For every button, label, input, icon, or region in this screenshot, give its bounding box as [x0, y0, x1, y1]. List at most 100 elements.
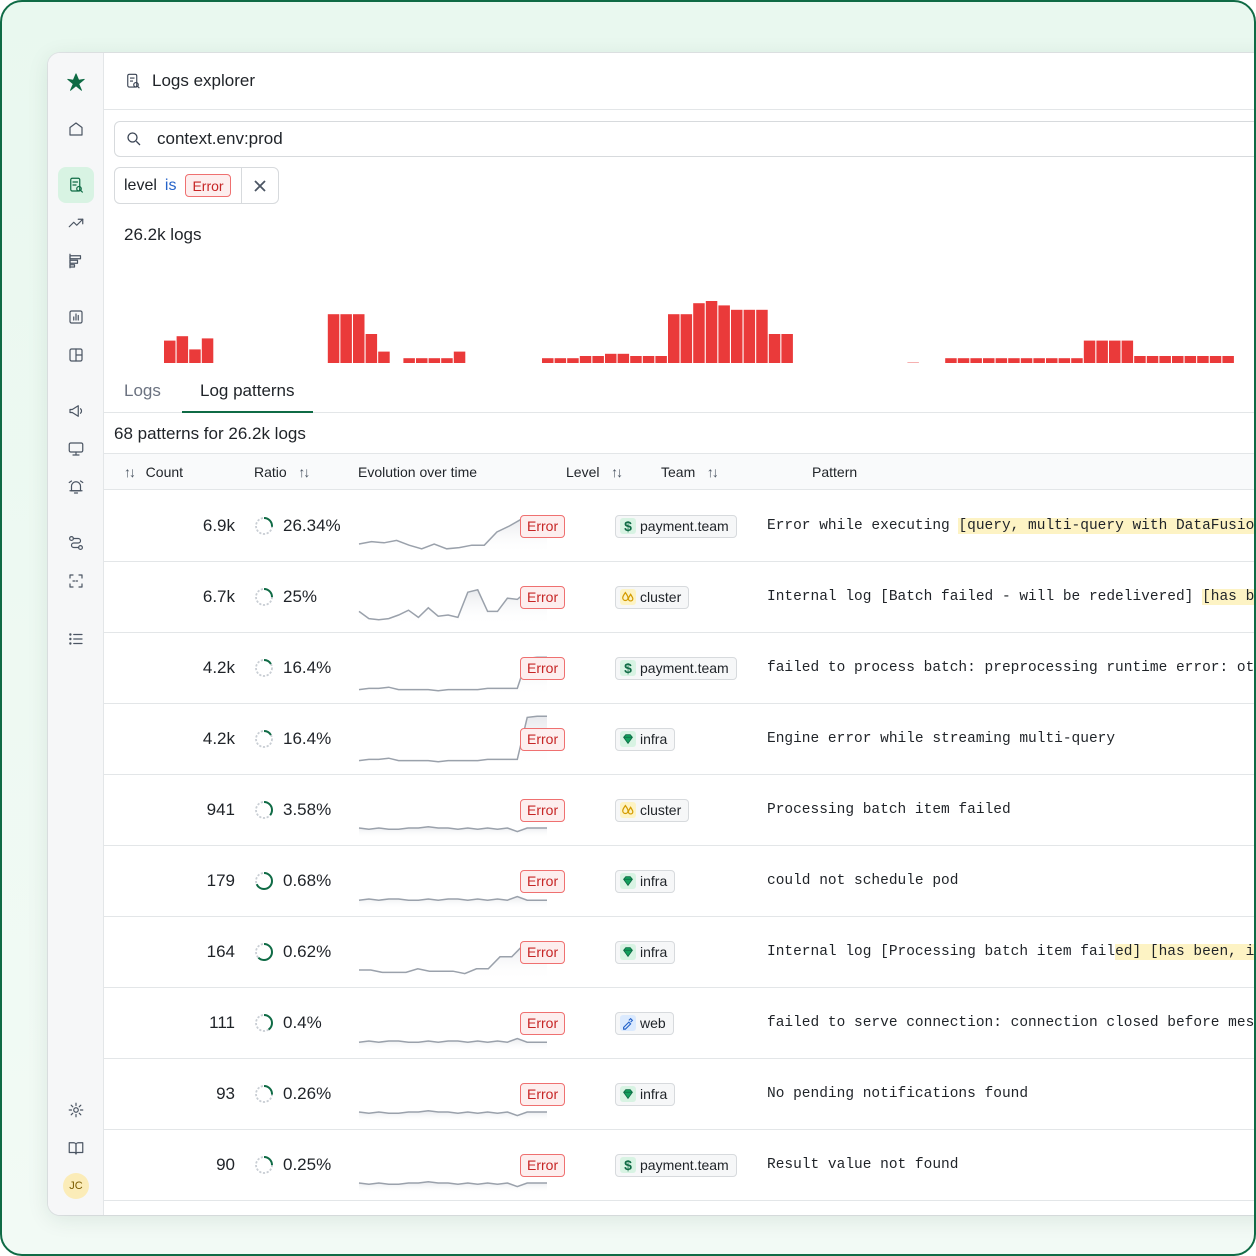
table-row[interactable]: 4.2k 16.4% Error $ payment.team failed to pro… [104, 633, 1254, 704]
histogram-bar[interactable] [705, 301, 718, 363]
histogram-bar[interactable] [1209, 356, 1222, 363]
status-badge: Error [520, 656, 566, 680]
histogram-bar[interactable] [378, 351, 390, 363]
histogram-bar[interactable] [983, 358, 995, 363]
histogram-bar[interactable] [1222, 356, 1234, 363]
table-row[interactable]: 6.7k 25% Error cluster Internal log [Batch f… [104, 562, 1254, 633]
histogram-bar[interactable] [1121, 340, 1134, 363]
logo-icon[interactable] [58, 65, 94, 101]
dashboard-icon[interactable] [58, 337, 94, 373]
team-name: payment.team [640, 1157, 729, 1173]
histogram-bar[interactable] [1058, 358, 1071, 363]
histogram-bar[interactable] [365, 334, 378, 363]
histogram-bar[interactable] [1096, 340, 1108, 363]
column-team[interactable]: Team ↑↓ [661, 464, 719, 480]
ratio-ring-icon [255, 943, 273, 961]
gear-icon[interactable] [58, 1092, 94, 1128]
route-icon[interactable] [58, 525, 94, 561]
alarm-icon[interactable] [58, 469, 94, 505]
histogram-bar[interactable] [1159, 356, 1171, 363]
histogram-bar[interactable] [1008, 358, 1020, 363]
histogram-bar[interactable] [542, 358, 554, 363]
table-row[interactable]: 90 0.25% Error $ payment.team Result value no… [104, 1130, 1254, 1201]
table-row[interactable]: 93 0.26% Error infra No pending notification… [104, 1059, 1254, 1130]
histogram-bar[interactable] [1046, 358, 1058, 363]
histogram-bar[interactable] [1146, 356, 1159, 363]
logs-histogram[interactable]: 600300015:3615:3915:4215:4515:4815:5115:… [104, 258, 1256, 363]
histogram-bar[interactable] [1134, 356, 1146, 363]
column-level[interactable]: Level ↑↓ [566, 464, 623, 480]
histogram-bar[interactable] [680, 314, 693, 363]
histogram-bar[interactable] [1033, 358, 1045, 363]
column-count[interactable]: ↑↓ Count [124, 464, 183, 480]
ratio-value: 26.34% [283, 516, 341, 535]
monitor-icon[interactable] [58, 431, 94, 467]
histogram-bar[interactable] [403, 358, 415, 363]
histogram-bar[interactable] [189, 349, 201, 363]
home-icon[interactable] [58, 111, 94, 147]
histogram-bar[interactable] [1172, 356, 1184, 363]
gantt-icon[interactable] [58, 243, 94, 279]
histogram-bar[interactable] [970, 358, 982, 363]
trend-icon[interactable] [58, 205, 94, 241]
histogram-bar[interactable] [1109, 340, 1121, 363]
histogram-bar[interactable] [1071, 358, 1083, 363]
histogram-bar[interactable] [353, 314, 365, 363]
histogram-bar[interactable] [340, 314, 352, 363]
histogram-bar[interactable] [995, 358, 1008, 363]
histogram-bar[interactable] [743, 309, 756, 363]
histogram-bar[interactable] [428, 358, 441, 363]
histogram-bar[interactable] [957, 358, 970, 363]
table-row[interactable]: 6.9k 26.34% Error $ payment.team Error while … [104, 491, 1254, 562]
filter-chip[interactable]: level is Error [114, 167, 279, 204]
histogram-bar[interactable] [718, 305, 730, 363]
histogram-bar[interactable] [327, 314, 340, 363]
histogram-bar[interactable] [617, 353, 630, 363]
bar-chart-icon[interactable] [58, 299, 94, 335]
histogram-bar[interactable] [579, 356, 592, 363]
histogram-bar[interactable] [731, 309, 743, 363]
search-bar[interactable]: context.env:prod [114, 121, 1254, 157]
book-icon[interactable] [58, 1130, 94, 1166]
table-row[interactable]: 164 0.62% Error infra Internal log [Processi… [104, 917, 1254, 988]
histogram-bar[interactable] [945, 358, 957, 363]
histogram-bar[interactable] [605, 353, 617, 363]
tab-logs[interactable]: Logs [124, 381, 161, 400]
histogram-bar[interactable] [416, 358, 428, 363]
histogram-bar[interactable] [781, 334, 793, 363]
histogram-bar[interactable] [1083, 340, 1096, 363]
team-name: cluster [640, 802, 682, 818]
histogram-bar[interactable] [768, 334, 781, 363]
table-row[interactable]: 179 0.68% Error infra could not schedule pod [104, 846, 1254, 917]
histogram-bar[interactable] [164, 340, 176, 363]
table-row[interactable]: 4.2k 16.4% Error infra Engine error while st… [104, 704, 1254, 775]
histogram-bar[interactable] [655, 356, 667, 363]
histogram-bar[interactable] [668, 314, 680, 363]
histogram-bar[interactable] [554, 358, 567, 363]
filter-chip-body[interactable]: level is Error [115, 168, 241, 203]
logs-explorer-icon[interactable] [58, 167, 94, 203]
table-row[interactable]: 111 0.4% Error web failed to serve connectio… [104, 988, 1254, 1059]
histogram-bar[interactable] [453, 351, 466, 363]
column-ratio[interactable]: Ratio ↑↓ [254, 464, 310, 480]
histogram-bar[interactable] [1184, 356, 1197, 363]
avatar[interactable]: JC [63, 1173, 89, 1199]
histogram-bar[interactable] [176, 336, 189, 363]
search-input[interactable]: context.env:prod [157, 129, 283, 148]
histogram-bar[interactable] [592, 356, 604, 363]
megaphone-icon[interactable] [58, 393, 94, 429]
histogram-bar[interactable] [693, 303, 705, 363]
list-icon[interactable] [58, 621, 94, 657]
histogram-bar[interactable] [1020, 358, 1033, 363]
histogram-bar[interactable] [441, 358, 453, 363]
histogram-bar[interactable] [201, 338, 214, 363]
histogram-bar[interactable] [630, 356, 642, 363]
histogram-bar[interactable] [1197, 356, 1209, 363]
tab-log-patterns[interactable]: Log patterns [182, 381, 313, 413]
table-row[interactable]: 941 3.58% Error cluster Processing batch ite… [104, 775, 1254, 846]
scan-icon[interactable] [58, 563, 94, 599]
histogram-bar[interactable] [756, 309, 768, 363]
histogram-bar[interactable] [642, 356, 655, 363]
histogram-bar[interactable] [567, 358, 579, 363]
remove-filter-button[interactable] [240, 168, 278, 203]
